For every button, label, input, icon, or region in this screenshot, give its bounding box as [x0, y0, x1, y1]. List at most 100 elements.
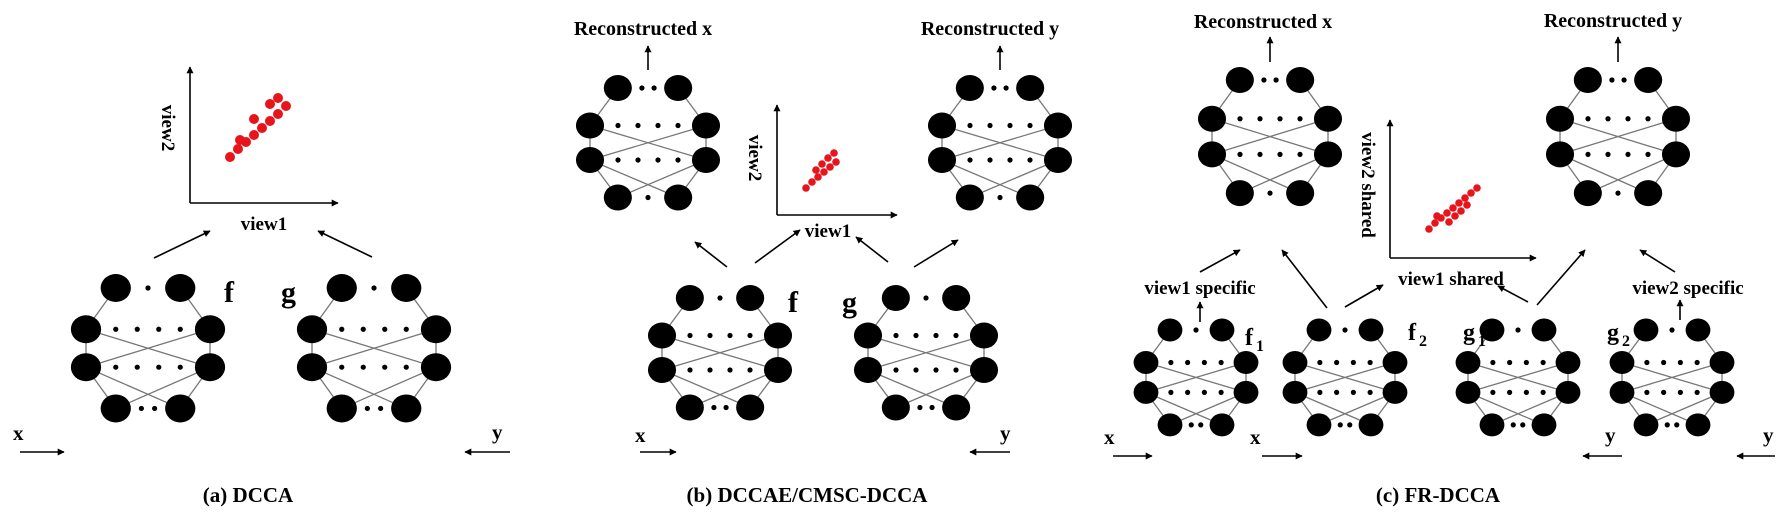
network-edge [1621, 361, 1723, 394]
ellipsis-dot [967, 157, 973, 163]
network-node [647, 357, 677, 383]
network-node [942, 394, 971, 421]
network-node [1685, 318, 1711, 342]
network-node [1133, 351, 1159, 374]
ellipsis-dot [747, 332, 753, 339]
ellipsis-dot [145, 285, 151, 291]
network-edge [661, 334, 779, 371]
ellipsis-dot [1609, 77, 1615, 83]
network-node [927, 112, 957, 139]
network-edge [1467, 391, 1545, 426]
plot-point [1467, 189, 1475, 197]
ellipsis-dot [1507, 359, 1513, 366]
network-node [1382, 380, 1408, 404]
ellipsis-dot [933, 332, 939, 339]
ellipsis-dot [134, 326, 140, 332]
caption-a: (a) DCCA [203, 483, 294, 507]
ellipsis-dot [1490, 359, 1496, 366]
view1-specific-label: view1 specific [1144, 278, 1255, 299]
network-node [1555, 380, 1581, 404]
network-node [1016, 75, 1045, 101]
network-edge [661, 369, 751, 409]
ellipsis-dot [1201, 389, 1207, 395]
plot-point [830, 149, 838, 157]
ellipsis-dot [655, 157, 661, 163]
ellipsis-dot [1523, 359, 1529, 366]
network-node [1661, 141, 1691, 168]
ellipsis-dot [339, 364, 345, 370]
network-node [603, 184, 632, 211]
network-node [881, 394, 910, 421]
plot-point [820, 168, 828, 176]
decoder-y [1545, 67, 1691, 207]
network-edge [1621, 391, 1699, 426]
network-node [326, 274, 357, 302]
ellipsis-dot [675, 122, 681, 129]
input-label-x2: x [1250, 425, 1261, 449]
network-f [70, 274, 226, 423]
network-node [420, 315, 452, 344]
plot-point [265, 99, 275, 109]
network-node [1455, 351, 1481, 374]
ellipsis-dot [1625, 116, 1631, 122]
network-node [1531, 413, 1557, 437]
ellipsis-dot [1350, 359, 1356, 366]
network-node [1286, 67, 1315, 93]
ellipsis-dot [1644, 359, 1650, 366]
network-node [1555, 351, 1581, 374]
network-node [1133, 380, 1159, 404]
network-node [1358, 413, 1384, 437]
network-node [420, 353, 452, 382]
plot-point [1449, 204, 1457, 212]
ellipsis-dot [1277, 151, 1283, 157]
network-edge [895, 369, 985, 409]
ellipsis-dot [156, 326, 162, 332]
ellipsis-dot [913, 367, 919, 373]
ellipsis-dot [177, 326, 183, 332]
plot-point [814, 173, 822, 181]
network-node [969, 357, 999, 383]
ellipsis-dot [723, 404, 729, 411]
decoder-label-x: Reconstructed x [574, 18, 712, 40]
ellipsis-dot [382, 326, 388, 332]
network-node [194, 315, 226, 344]
plot-point [1451, 212, 1459, 220]
ellipsis-dot [615, 122, 621, 129]
ellipsis-dot [113, 326, 119, 332]
network-node [1313, 105, 1343, 132]
decoder-label-x: Reconstructed x [1194, 11, 1332, 33]
ellipsis-dot [717, 295, 723, 301]
network-label-f: f [224, 276, 235, 309]
ellipsis-dot [639, 85, 645, 91]
network-node [736, 285, 765, 311]
ellipsis-dot [339, 326, 345, 332]
ellipsis-dot [1003, 85, 1009, 91]
ellipsis-dot [991, 85, 997, 91]
network-node [1685, 413, 1711, 437]
network-node [1609, 380, 1635, 404]
ellipsis-dot [1237, 116, 1243, 122]
decoder-label-y: Reconstructed y [1544, 10, 1682, 32]
network-edge [85, 328, 211, 368]
input-label-x: x [635, 423, 646, 447]
network-edge [1211, 153, 1301, 194]
decoder-label-y: Reconstructed y [921, 18, 1059, 40]
plot-xlabel: view1 shared [1398, 269, 1504, 290]
ellipsis-dot [1297, 116, 1303, 122]
ellipsis-dot [987, 122, 993, 129]
network-label-g: g [281, 276, 296, 309]
plot-point [1457, 207, 1465, 215]
network-node [881, 285, 910, 311]
ellipsis-dot [1645, 116, 1651, 122]
network-node [1043, 112, 1073, 139]
network-node [1225, 180, 1254, 207]
network-f1 [1133, 318, 1259, 437]
ellipsis-dot [747, 367, 753, 373]
ellipsis-dot [1694, 359, 1700, 366]
network-node [1197, 105, 1227, 132]
plot-point [235, 135, 245, 145]
correlation-plot [1386, 119, 1537, 262]
plot-xlabel: view1 [241, 214, 287, 235]
